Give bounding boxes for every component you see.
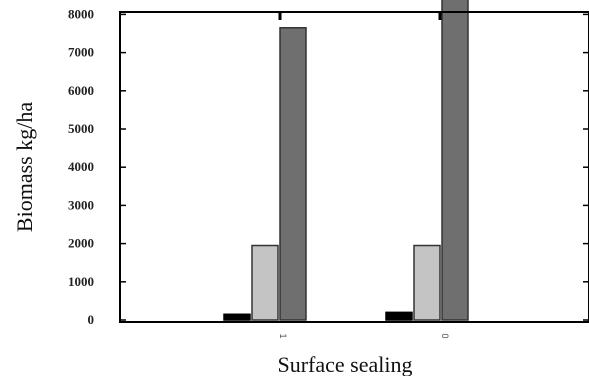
x-axis-title: Surface sealing xyxy=(278,352,413,376)
bars-layer xyxy=(223,0,469,321)
y-tick-label: 1000 xyxy=(68,274,94,289)
bar-series2-0 xyxy=(413,244,441,321)
x-category-label: 0 xyxy=(440,333,450,338)
bar-series2-1 xyxy=(251,244,279,321)
x-category-label: 1 xyxy=(278,333,288,338)
bar-series3-0 xyxy=(441,0,469,321)
y-axis-title: Biomass kg/ha xyxy=(12,102,37,232)
y-tick-label: 2000 xyxy=(68,236,94,251)
y-tick-label: 7000 xyxy=(68,45,94,60)
bar-series1-1 xyxy=(223,313,251,321)
y-tick-label: 5000 xyxy=(68,121,94,136)
y-tick-label: 8000 xyxy=(68,6,94,21)
y-tick-label: 0 xyxy=(88,312,95,327)
y-tick-label: 6000 xyxy=(68,83,94,98)
plot-frame xyxy=(119,11,589,323)
y-axis-ticks: 0 1000 2000 3000 4000 5000 6000 7000 8000 xyxy=(68,6,589,327)
y-tick-label: 4000 xyxy=(68,159,94,174)
bar-series3-1 xyxy=(279,27,307,321)
y-tick-label: 3000 xyxy=(68,197,94,212)
bar-series1-0 xyxy=(385,311,413,321)
